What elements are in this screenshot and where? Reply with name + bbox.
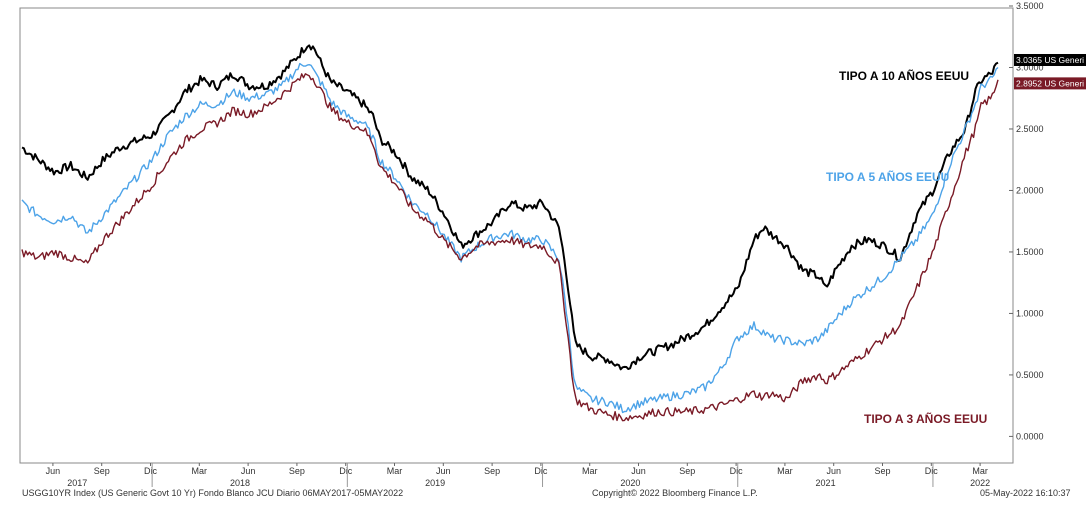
series-line-10y (21, 44, 999, 371)
last-value-tag (1014, 77, 1086, 90)
y-tick-label: 2.5000 (1016, 124, 1044, 134)
series-line-3y (21, 73, 999, 422)
x-month-label: Dic (144, 466, 157, 476)
y-axis: 0.0000 0.5000 1.0000 1.5000 2.0000 2.5000 3.00… (1009, 1, 1044, 441)
x-year-label: 2022 (970, 478, 990, 488)
x-month-label: Sep (484, 466, 500, 476)
y-tick-label: 2.0000 (1016, 185, 1044, 195)
y-tick-label: 3.5000 (1016, 1, 1044, 11)
last-value-text: 3.0365 US Generi (1016, 55, 1084, 65)
x-month-label: Dic (339, 466, 352, 476)
annotation-3y: TIPO A 3 AÑOS EEUU (864, 411, 987, 426)
plot-frame (19, 7, 1014, 464)
x-month-label: Jun (46, 466, 61, 476)
annotation-5y: TIPO A 5 AÑOS EEUU (826, 169, 949, 184)
x-month-label: Jun (631, 466, 646, 476)
x-month-label: Dic (534, 466, 547, 476)
last-value-text: 2.8952 US Generi (1016, 78, 1084, 88)
x-month-label: Sep (289, 466, 305, 476)
x-month-label: Mar (972, 466, 988, 476)
x-year-label: 2019 (425, 478, 445, 488)
x-month-label: Jun (241, 466, 256, 476)
x-month-label: Sep (874, 466, 890, 476)
footer-copyright: Copyright© 2022 Bloomberg Finance L.P. (592, 488, 758, 498)
x-year-label: 2021 (816, 478, 836, 488)
x-axis: Jun Sep Dic Mar Jun Sep Dic Mar Jun Sep Dic Mar Jun S… (46, 463, 990, 488)
x-month-label: Sep (679, 466, 695, 476)
x-month-label: Mar (777, 466, 793, 476)
x-month-label: Jun (436, 466, 451, 476)
x-month-label: Mar (582, 466, 598, 476)
x-month-label: Dic (730, 466, 743, 476)
x-month-label: Dic (925, 466, 938, 476)
x-month-label: Mar (192, 466, 208, 476)
x-year-label: 2017 (67, 478, 87, 488)
y-tick-label: 3.0000 (1016, 62, 1044, 72)
x-month-label: Sep (94, 466, 110, 476)
y-tick-label: 1.5000 (1016, 247, 1044, 257)
y-tick-label: 0.0000 (1016, 431, 1044, 441)
last-value-tag (1014, 53, 1086, 66)
series-layer (21, 44, 999, 422)
x-month-label: Mar (387, 466, 403, 476)
x-year-label: 2018 (230, 478, 250, 488)
last-value-labels: 3.0365 US Generi 2.8952 US Generi (1014, 53, 1086, 90)
x-year-label: 2020 (620, 478, 640, 488)
annotation-10y: TIPO A 10 AÑOS EEUU (839, 68, 969, 83)
y-tick-label: 1.0000 (1016, 308, 1044, 318)
footer-source: USGG10YR Index (US Generic Govt 10 Yr) F… (22, 488, 404, 498)
footer-timestamp: 05-May-2022 16:10:37 (980, 488, 1071, 498)
y-tick-label: 0.5000 (1016, 370, 1044, 380)
series-line-5y (21, 62, 999, 414)
x-month-label: Jun (826, 466, 841, 476)
